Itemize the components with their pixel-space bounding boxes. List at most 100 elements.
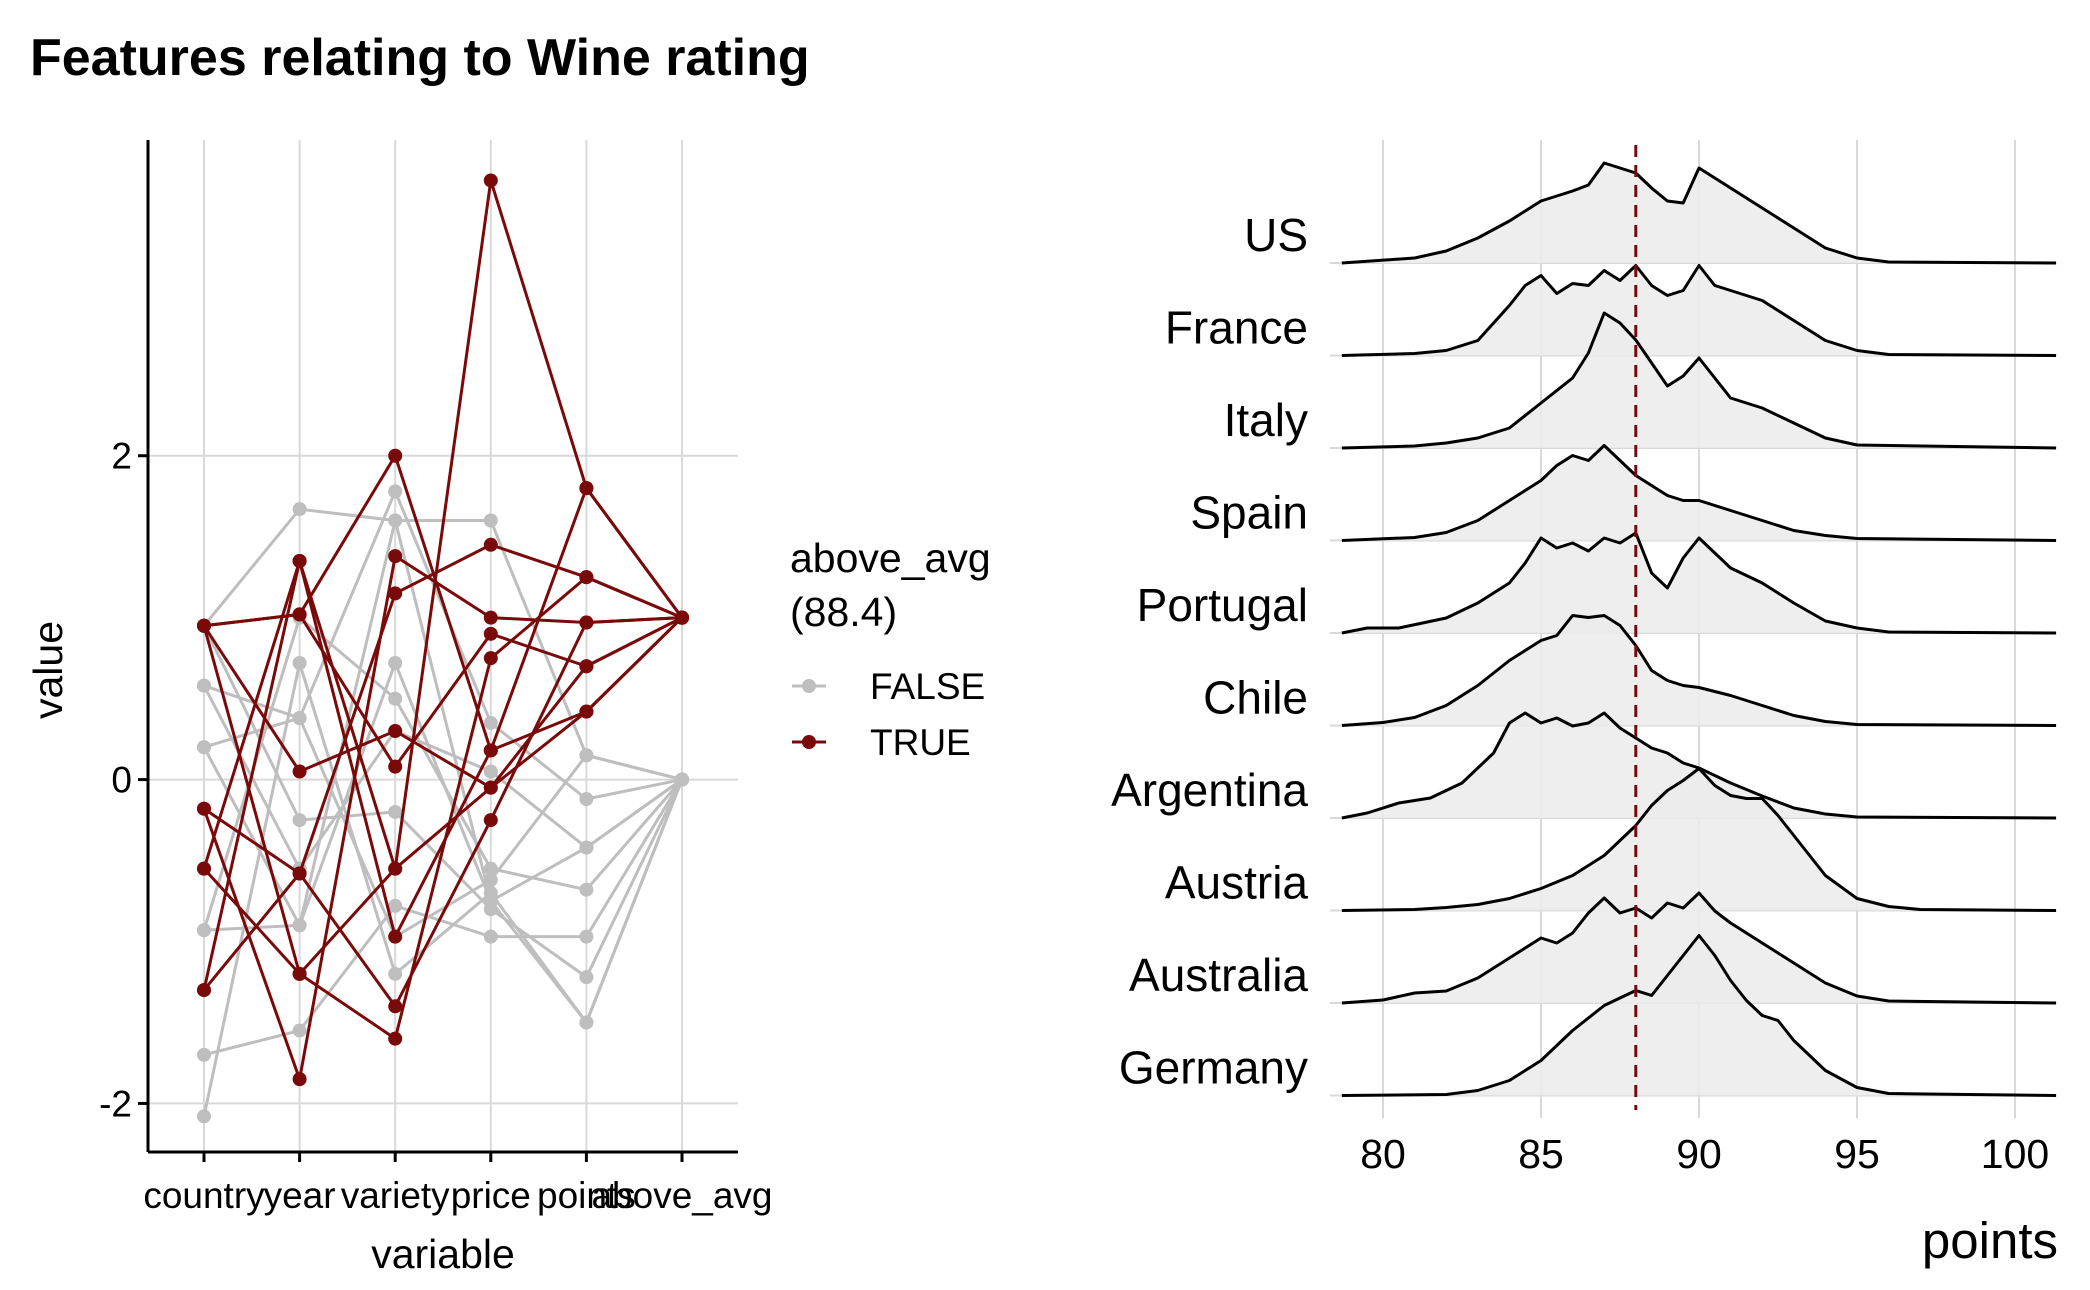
pc-point-true: [388, 999, 403, 1014]
legend-label: TRUE: [870, 722, 971, 763]
pc-x-tick-label: year: [264, 1175, 336, 1216]
pc-point-true: [388, 929, 403, 944]
pc-point-false: [197, 1047, 211, 1062]
pc-point-true: [292, 966, 307, 981]
pc-point-false: [292, 813, 307, 828]
pc-y-tick-label: 0: [111, 760, 132, 801]
pc-point-true: [579, 570, 594, 585]
pc-point-true: [483, 610, 498, 625]
pc-point-false: [292, 711, 307, 726]
pc-series-line-false: [202, 615, 684, 931]
pc-point-false: [579, 840, 594, 855]
pc-point-false: [197, 740, 211, 755]
ridge-category-label: Portugal: [1137, 579, 1308, 631]
pc-point-false: [388, 484, 403, 499]
pc-point-false: [388, 898, 403, 913]
pc-point-true: [483, 780, 498, 795]
ridge-category-label: France: [1165, 302, 1308, 354]
pc-point-false: [675, 772, 689, 787]
pc-series-line-true: [202, 575, 683, 1042]
figure-title: Features relating to Wine rating: [30, 29, 810, 87]
pc-point-true: [579, 481, 594, 496]
ridge-area-france: [1341, 265, 2057, 356]
pc-x-tick-label: variety: [341, 1175, 450, 1216]
pc-point-true: [292, 866, 307, 881]
pc-series-line-true: [202, 616, 683, 977]
ridge-line-italy: [1341, 311, 2057, 450]
pc-point-true: [292, 553, 307, 568]
pc-point-true: [579, 615, 594, 630]
pc-point-false: [483, 894, 498, 909]
pc-point-false: [579, 748, 594, 763]
pc-point-true: [197, 618, 211, 633]
ridge-area-portugal: [1341, 533, 2057, 633]
ridge-area-chile: [1341, 615, 2057, 726]
pc-x-axis-title: variable: [371, 1231, 515, 1277]
pc-point-true: [483, 626, 498, 641]
ridge-line-argentina: [1341, 711, 2057, 820]
pc-point-false: [388, 966, 403, 981]
pc-series-line-false: [202, 507, 683, 782]
pc-point-false: [197, 923, 211, 938]
pc-point-false: [292, 918, 307, 933]
ridge-x-tick-label: 80: [1360, 1131, 1406, 1177]
ridge-x-tick-label: 85: [1518, 1131, 1564, 1177]
pc-point-true: [675, 610, 689, 625]
ridge-area-spain: [1341, 445, 2057, 541]
ridge-area-austria: [1341, 768, 2057, 911]
pc-series-line-true: [202, 616, 684, 790]
pc-point-false: [483, 715, 498, 730]
ridge-line-chile: [1341, 614, 2057, 727]
ridge-category-label: US: [1244, 209, 1308, 261]
ridge-area-argentina: [1341, 713, 2057, 818]
pc-point-false: [388, 804, 403, 819]
ridge-category-label: Argentina: [1111, 764, 1308, 816]
pc-point-false: [292, 502, 307, 517]
legend-subtitle: (88.4): [790, 589, 897, 635]
ridge-x-axis-title: points: [1922, 1212, 2058, 1269]
pc-point-true: [388, 724, 403, 739]
pc-point-true: [292, 607, 307, 622]
pc-x-tick-label: points: [537, 1175, 636, 1216]
ridge-category-label: Spain: [1190, 487, 1308, 539]
ridge-line-us: [1341, 161, 2057, 265]
pc-point-true: [483, 537, 498, 552]
pc-point-true: [197, 983, 211, 998]
ridge-category-label: Australia: [1129, 949, 1308, 1001]
pc-point-false: [579, 929, 594, 944]
pc-point-false: [388, 656, 403, 671]
pc-point-false: [197, 1109, 211, 1124]
pc-point-true: [579, 659, 594, 674]
pc-point-true: [579, 704, 594, 719]
pc-series-line-false: [202, 684, 683, 872]
pc-x-tick-label: country: [143, 1175, 265, 1216]
pc-series-line-true: [202, 180, 684, 870]
pc-series-line-false: [202, 625, 684, 980]
ridge-area-us: [1341, 163, 2057, 263]
pc-series-line-true: [202, 484, 684, 991]
pc-point-true: [388, 1031, 403, 1046]
pc-point-false: [579, 1015, 594, 1030]
ridge-category-label: Italy: [1224, 394, 1308, 446]
ridge-line-portugal: [1341, 531, 2057, 635]
pc-x-tick-label: above_avg: [591, 1175, 772, 1216]
ridge-line-spain: [1341, 444, 2057, 542]
ridge-category-label: Germany: [1119, 1042, 1308, 1094]
pc-point-true: [388, 448, 403, 463]
ridge-line-austria: [1341, 767, 2057, 912]
pc-series-line-false: [203, 520, 684, 1026]
pc-point-true: [197, 861, 211, 876]
legend-label: FALSE: [870, 666, 985, 707]
pc-point-false: [388, 513, 403, 528]
pc-point-false: [579, 970, 594, 985]
pc-point-true: [197, 801, 211, 816]
pc-series-line-true: [202, 543, 683, 992]
pc-point-true: [388, 586, 403, 601]
pc-point-false: [579, 792, 594, 807]
pc-point-true: [483, 743, 498, 758]
pc-point-true: [388, 759, 403, 774]
pc-point-false: [483, 513, 498, 528]
ridge-area-italy: [1341, 313, 2057, 448]
pc-y-axis-title: value: [25, 621, 71, 719]
